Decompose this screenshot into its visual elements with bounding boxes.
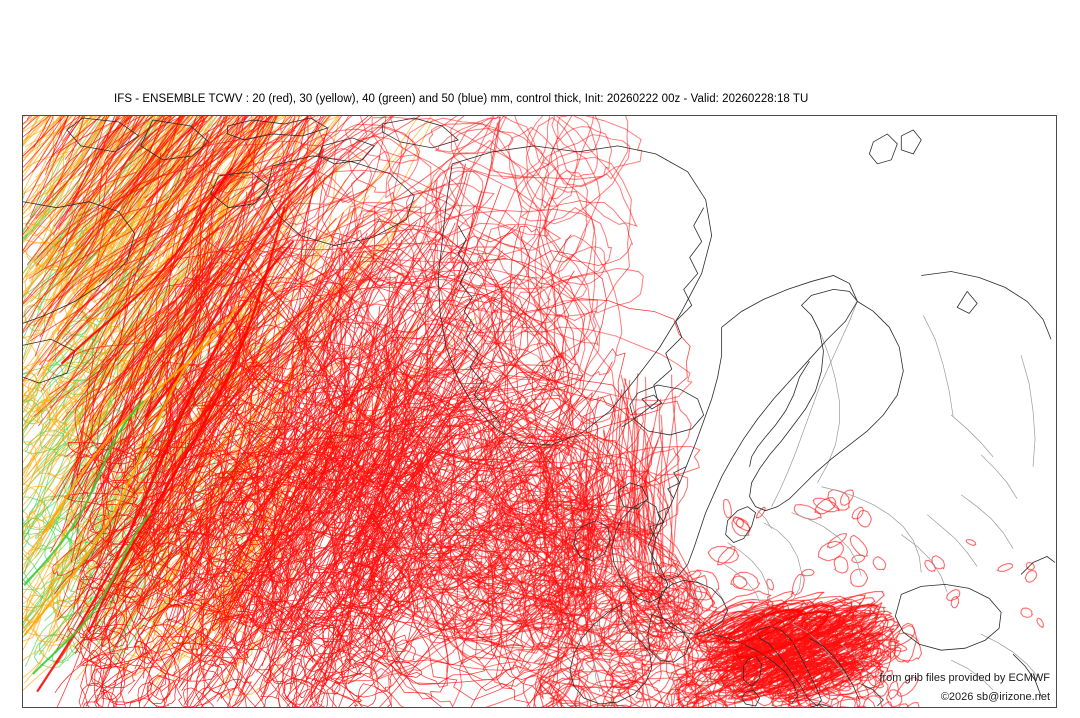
control-member-contours: [23, 167, 834, 693]
country-borders: [593, 301, 1040, 693]
contour-group-20mm: [23, 116, 1045, 707]
coastlines: [23, 117, 1056, 707]
page-title: IFS - ENSEMBLE TCWV : 20 (red), 30 (yell…: [114, 93, 809, 105]
map-plot-area: [22, 115, 1057, 708]
data-source-credit: from grib files provided by ECMWF: [879, 672, 1050, 684]
spaghetti-contour-map: [23, 116, 1056, 707]
copyright-credit: ©2026 sb@irizone.net: [940, 691, 1050, 703]
